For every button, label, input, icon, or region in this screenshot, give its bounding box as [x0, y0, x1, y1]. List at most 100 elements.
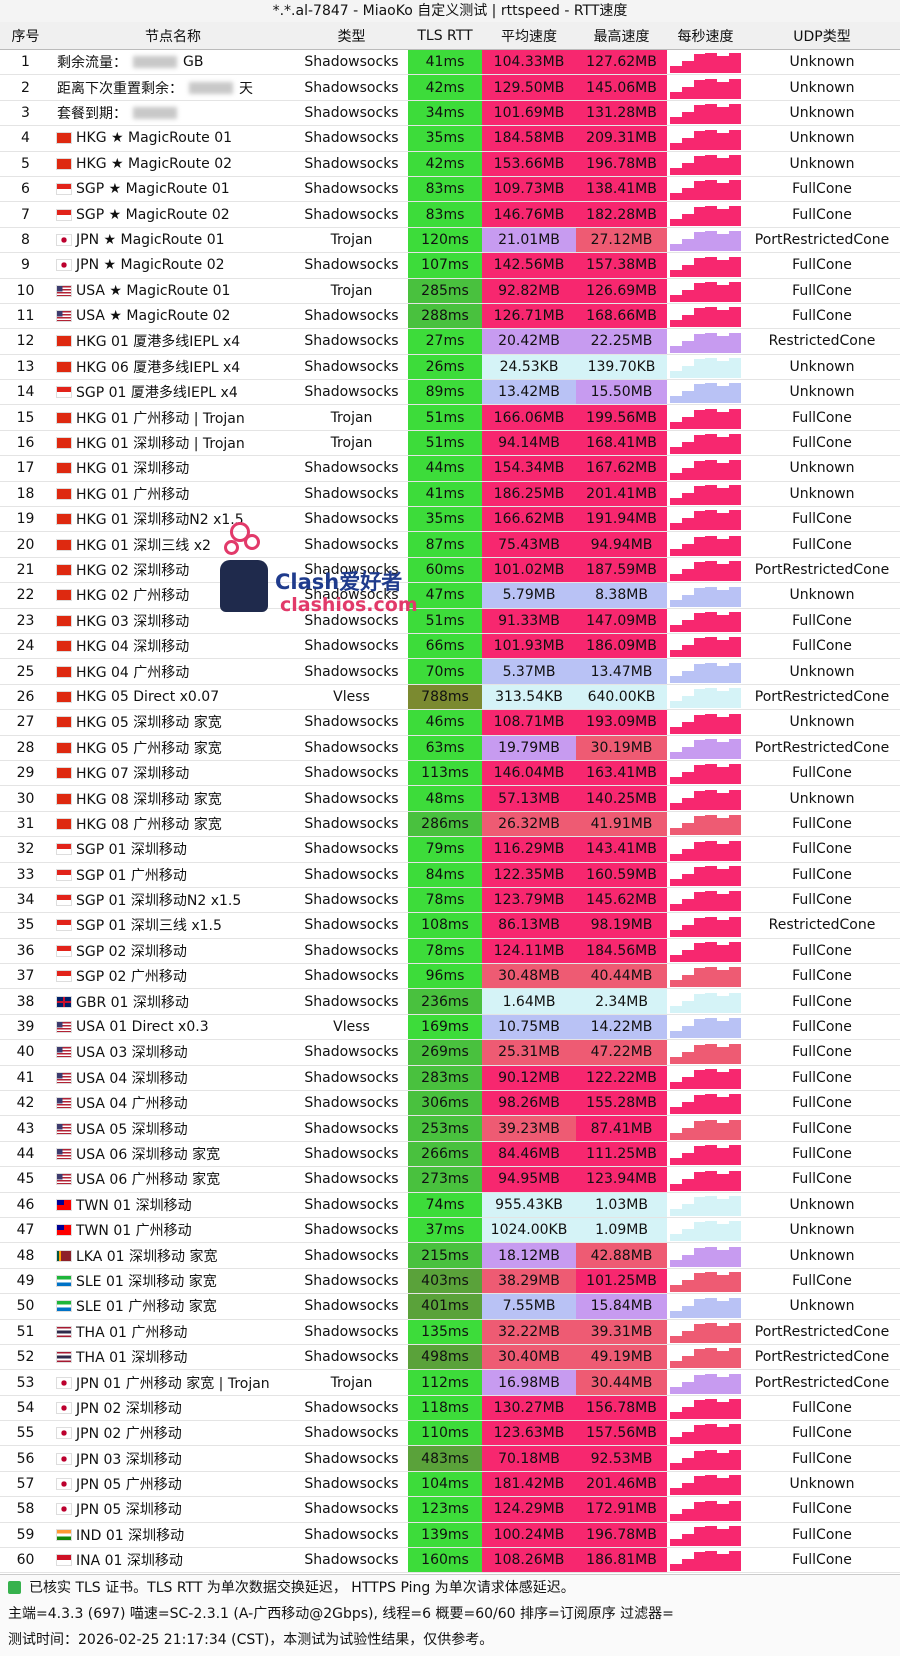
- sparkline-bar: [693, 1374, 706, 1394]
- sparkline-bar: [670, 421, 682, 429]
- speed-sparkline: [667, 1116, 744, 1140]
- sparkline-bar: [670, 1285, 682, 1293]
- sparkline-bar: [670, 853, 682, 861]
- speed-sparkline: [667, 431, 744, 455]
- tls-rtt: 285ms: [408, 278, 482, 303]
- sparkline-bar: [705, 332, 718, 353]
- node-name-text: JPN ★ MagicRoute 02: [76, 257, 225, 274]
- max-speed: 186.81MB: [576, 1548, 667, 1573]
- node-name: USA 03 深圳移动: [51, 1040, 295, 1064]
- tls-rtt: 87ms: [408, 532, 482, 557]
- sparkline-bar: [681, 1483, 694, 1496]
- sparkline-bar: [693, 1527, 706, 1547]
- speed-sparkline: [667, 558, 744, 582]
- max-speed: 140.25MB: [576, 786, 667, 811]
- sparkline-bar: [717, 1173, 729, 1191]
- node-name: JPN 05 广州移动: [51, 1472, 295, 1496]
- row-index: 45: [16, 1171, 35, 1188]
- sparkline-bar: [681, 950, 694, 963]
- node-name: HKG 06 厦港多线IEPL x4: [51, 355, 295, 379]
- node-name-text: SGP ★ MagicRoute 02: [76, 206, 230, 223]
- sparkline-bar: [693, 308, 706, 328]
- avg-speed: 129.50MB: [482, 75, 576, 100]
- avg-speed: 130.27MB: [482, 1395, 576, 1421]
- sparkline-bar: [705, 180, 718, 201]
- sparkline-bar: [681, 289, 694, 302]
- row-index: 24: [16, 638, 35, 655]
- table-row: 14 SGP 01 厦港多线IEPL x4 Shadowsocks 89ms 13.42…: [0, 380, 900, 406]
- sparkline-bar: [693, 587, 706, 607]
- node-name: HKG 05 深圳移动 家宽: [51, 710, 295, 734]
- speed-sparkline: [667, 177, 744, 201]
- sparkline-bar: [681, 1102, 694, 1115]
- protocol-type: Shadowsocks: [304, 1196, 399, 1213]
- udp-type: Unknown: [789, 460, 855, 477]
- sparkline-bar: [693, 54, 706, 74]
- avg-speed: 124.29MB: [482, 1497, 576, 1522]
- flag-icon: [57, 615, 71, 626]
- max-speed: 157.38MB: [576, 253, 667, 278]
- sparkline-bar: [693, 1095, 706, 1115]
- sparkline-bar: [693, 181, 706, 201]
- table-row: 23 HKG 03 深圳移动 Shadowsocks 51ms 91.33MB 147.0…: [0, 608, 900, 634]
- flag-icon: [57, 336, 71, 347]
- max-speed: 160.59MB: [576, 862, 667, 887]
- tls-rtt: 51ms: [408, 430, 482, 456]
- sparkline-bar: [670, 1208, 682, 1216]
- tls-rtt: 79ms: [408, 837, 482, 862]
- sparkline-bar: [693, 333, 706, 353]
- tls-rtt: 83ms: [408, 202, 482, 227]
- sparkline-bar: [693, 1501, 706, 1521]
- sparkline-bar: [705, 916, 718, 937]
- udp-type: FullCone: [792, 1552, 852, 1569]
- sparkline-bar: [717, 741, 729, 759]
- udp-type: FullCone: [792, 409, 852, 426]
- sparkline-bar: [705, 815, 718, 836]
- flag-icon: [57, 691, 71, 702]
- sparkline-bar: [681, 1330, 694, 1343]
- row-index: 49: [16, 1272, 35, 1289]
- protocol-type: Shadowsocks: [304, 612, 399, 629]
- sparkline-bar: [681, 518, 694, 531]
- max-speed: 172.91MB: [576, 1497, 667, 1522]
- sparkline-bar: [670, 91, 682, 99]
- table-row: 17 HKG 01 深圳移动 Shadowsocks 44ms 154.34MB 167.…: [0, 456, 900, 482]
- sparkline-bar: [681, 797, 694, 810]
- protocol-type: Shadowsocks: [304, 384, 399, 401]
- node-name-text: JPN 05 深圳移动: [76, 1502, 182, 1519]
- sparkline-bar: [693, 1552, 706, 1572]
- sparkline-bar: [681, 1229, 694, 1242]
- tls-rtt: 236ms: [408, 989, 482, 1014]
- sparkline-bar: [728, 1297, 741, 1318]
- node-name: HKG 02 广州移动: [51, 583, 295, 607]
- table-row: 20 HKG 01 深圳三线 x2 Shadowsocks 87ms 75.43MB 94…: [0, 532, 900, 558]
- udp-type: RestrictedCone: [768, 917, 876, 934]
- udp-type: FullCone: [792, 282, 852, 299]
- avg-speed: 32.22MB: [482, 1319, 576, 1344]
- row-index: 57: [16, 1476, 35, 1493]
- speed-sparkline: [667, 355, 744, 379]
- max-speed: 14.22MB: [576, 1014, 667, 1040]
- protocol-type: Trojan: [330, 282, 373, 299]
- speed-sparkline: [667, 329, 744, 353]
- table-row: 47 TWN 01 广州移动 Shadowsocks 37ms 1024.00KB 1.0…: [0, 1217, 900, 1244]
- speed-sparkline: [667, 1243, 744, 1267]
- sparkline-bar: [728, 1094, 741, 1115]
- udp-type: FullCone: [792, 612, 852, 629]
- sparkline-bar: [705, 129, 718, 150]
- max-speed: 22.25MB: [576, 329, 667, 354]
- node-name-text: USA 01 Direct x0.3: [76, 1019, 209, 1036]
- sparkline-bar: [705, 789, 718, 810]
- node-name-text: TWN 01 广州移动: [76, 1223, 192, 1240]
- udp-type: PortRestrictedCone: [754, 1349, 890, 1366]
- node-name: HKG ★ MagicRoute 01: [51, 126, 295, 150]
- udp-type: FullCone: [792, 206, 852, 223]
- flag-icon: [57, 666, 71, 677]
- node-name-text: THA 01 深圳移动: [76, 1350, 188, 1367]
- udp-type: Unknown: [789, 714, 855, 731]
- node-name: USA ★ MagicRoute 02: [51, 304, 295, 328]
- sparkline-bar: [728, 408, 741, 429]
- tls-rtt: 108ms: [408, 913, 482, 938]
- node-name-text: HKG 05 Direct x0.07: [76, 688, 220, 705]
- avg-speed: 116.29MB: [482, 837, 576, 862]
